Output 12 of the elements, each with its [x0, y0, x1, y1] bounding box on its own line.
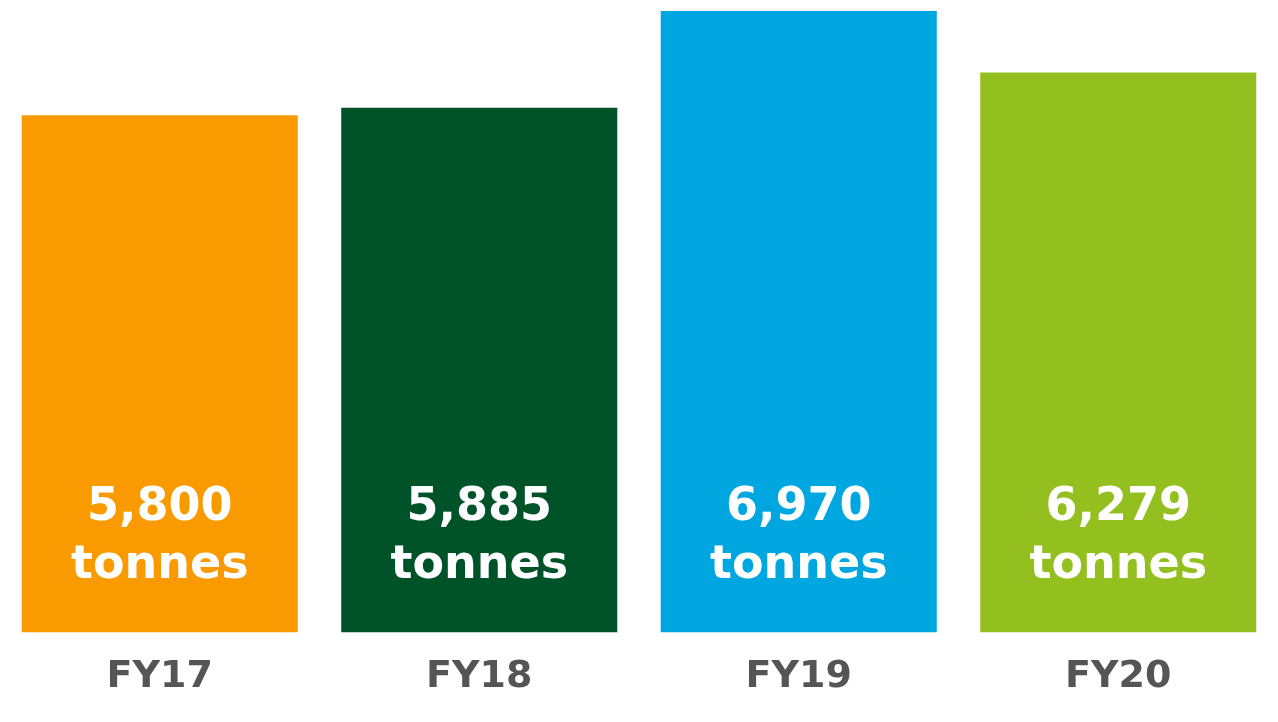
x-tick-label: FY18	[426, 652, 533, 697]
data-label: 6,970 tonnes	[709, 477, 888, 590]
x-tick-label: FY17	[106, 652, 213, 697]
bar	[980, 72, 1257, 633]
bar	[660, 11, 937, 633]
bar	[341, 107, 618, 633]
bar	[21, 115, 298, 633]
data-label: 5,800 tonnes	[70, 477, 249, 590]
x-tick-label: FY19	[745, 652, 852, 697]
x-tick-label: FY20	[1065, 652, 1172, 697]
data-label: 5,885 tonnes	[390, 477, 569, 590]
data-label: 6,279 tonnes	[1029, 477, 1208, 590]
